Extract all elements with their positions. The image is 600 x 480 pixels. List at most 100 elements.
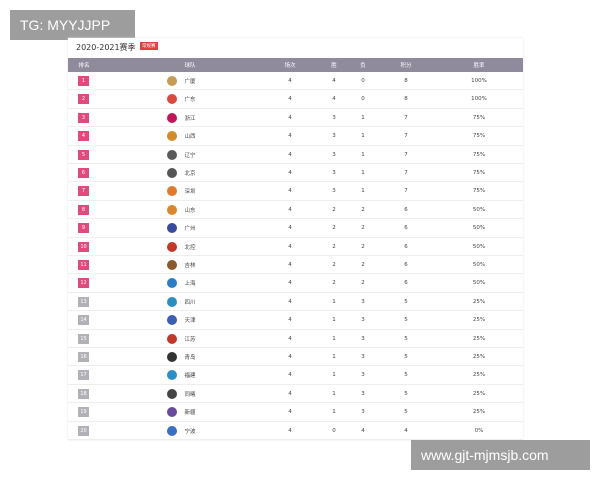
cell: 2 <box>361 225 365 232</box>
cell: 50% <box>472 225 486 232</box>
cell: 50% <box>472 280 486 287</box>
cell: 1 <box>332 354 336 360</box>
team-logo <box>167 94 177 105</box>
standings-panel: 2020-2021赛季 常规赛 排名 球队 场次胜负积分 胜率 1 广厦 4 4 0 8 100%… <box>68 38 523 440</box>
team-logo <box>167 333 177 344</box>
cell: 8 <box>404 96 408 103</box>
cell: 1 <box>332 390 336 397</box>
cell: 4 <box>288 390 292 397</box>
cell: 2 <box>361 262 365 268</box>
team-name: 天津 <box>184 318 196 325</box>
table-row: 8 山东 4 2 2 6 50% <box>68 201 523 220</box>
cell: 4 <box>288 427 292 434</box>
cell: 4 <box>288 225 292 232</box>
cell: 0 <box>332 427 336 434</box>
cell: 50% <box>472 206 486 213</box>
rank-badge: 11 <box>78 260 89 270</box>
column-header: 排名 <box>78 63 90 69</box>
watermark: TG: MYYJJPP <box>10 10 135 40</box>
cell: 4 <box>288 280 292 287</box>
cell: 1 <box>332 409 336 416</box>
team-name: 山西 <box>184 134 196 141</box>
team-logo <box>167 149 177 160</box>
column-header: 积分 <box>400 63 412 69</box>
cell: 4 <box>332 78 336 84</box>
rank-badge: 5 <box>78 149 89 160</box>
team-logo <box>167 315 177 326</box>
cell: 7 <box>404 170 408 176</box>
cell: 4 <box>361 427 365 434</box>
cell: 3 <box>332 133 336 140</box>
team-logo <box>167 425 177 436</box>
team-name: 北京 <box>184 171 196 177</box>
team-name: 福建 <box>184 373 196 380</box>
cell: 7 <box>404 114 408 121</box>
cell: 1 <box>361 170 365 176</box>
cell: 7 <box>404 151 408 158</box>
cell: 0 <box>361 96 365 103</box>
cell: 50% <box>472 243 486 250</box>
table-row: 19 新疆 4 1 3 5 25% <box>68 403 523 422</box>
rank-badge: 1 <box>78 76 89 86</box>
team-name: 江苏 <box>184 336 196 343</box>
cell: 6 <box>404 280 408 287</box>
cell: 3 <box>361 317 365 324</box>
cell: 4 <box>288 409 292 416</box>
cell: 3 <box>361 372 365 379</box>
cell: 7 <box>404 188 408 195</box>
watermark: www.gjt-mjmsjb.com <box>411 440 590 470</box>
cell: 3 <box>361 409 365 416</box>
rank-badge: 7 <box>78 186 89 197</box>
cell: 4 <box>288 188 292 195</box>
cell: 5 <box>404 354 408 360</box>
season-badge: 常规赛 <box>140 42 158 50</box>
cell: 1 <box>361 188 365 195</box>
cell: 4 <box>288 96 292 103</box>
cell: 3 <box>361 335 365 342</box>
cell: 4 <box>288 151 292 158</box>
column-header: 负 <box>360 63 366 69</box>
cell: 1 <box>361 114 365 121</box>
cell: 4 <box>332 96 336 103</box>
table-row: 10 北控 4 2 2 6 50% <box>68 238 523 256</box>
table-row: 6 北京 4 3 1 7 75% <box>68 164 523 183</box>
table-row: 12 上海 4 2 2 6 50% <box>68 274 523 293</box>
table-row: 7 深圳 4 3 1 7 75% <box>68 182 523 201</box>
team-name: 北控 <box>184 244 196 251</box>
rank-badge: 8 <box>78 204 89 215</box>
table-row: 4 山西 4 3 1 7 75% <box>68 127 523 146</box>
cell: 3 <box>332 170 336 176</box>
cell: 100% <box>471 78 487 84</box>
table-row: 9 广州 4 2 2 6 50% <box>68 219 523 238</box>
team-logo <box>167 168 177 178</box>
team-name: 青岛 <box>184 355 196 361</box>
rank-badge: 3 <box>78 112 89 123</box>
column-header: 胜率 <box>473 63 485 69</box>
rank-badge: 19 <box>78 407 89 418</box>
column-header: 球队 <box>184 63 196 69</box>
cell: 2 <box>332 206 336 213</box>
cell: 4 <box>404 427 408 434</box>
table-row: 11 吉林 4 2 2 6 50% <box>68 256 523 275</box>
table-row: 16 青岛 4 1 3 5 25% <box>68 348 523 367</box>
cell: 2 <box>332 225 336 232</box>
cell: 4 <box>288 335 292 342</box>
cell: 5 <box>404 390 408 397</box>
column-header: 胜 <box>331 63 337 69</box>
rank-badge: 16 <box>78 352 89 362</box>
cell: 3 <box>361 390 365 397</box>
table-row: 20 宁波 4 0 4 4 0% <box>68 422 523 440</box>
team-logo <box>167 388 177 399</box>
team-logo <box>167 370 177 381</box>
cell: 3 <box>332 114 336 121</box>
cell: 0 <box>361 78 365 84</box>
rank-badge: 18 <box>78 388 89 399</box>
cell: 25% <box>472 317 486 324</box>
cell: 4 <box>288 243 292 250</box>
table-row: 18 同曦 4 1 3 5 25% <box>68 385 523 404</box>
cell: 75% <box>472 114 486 121</box>
cell: 1 <box>332 335 336 342</box>
team-name: 吉林 <box>184 263 196 269</box>
cell: 7 <box>404 133 408 140</box>
table-row: 1 广厦 4 4 0 8 100% <box>68 72 523 91</box>
